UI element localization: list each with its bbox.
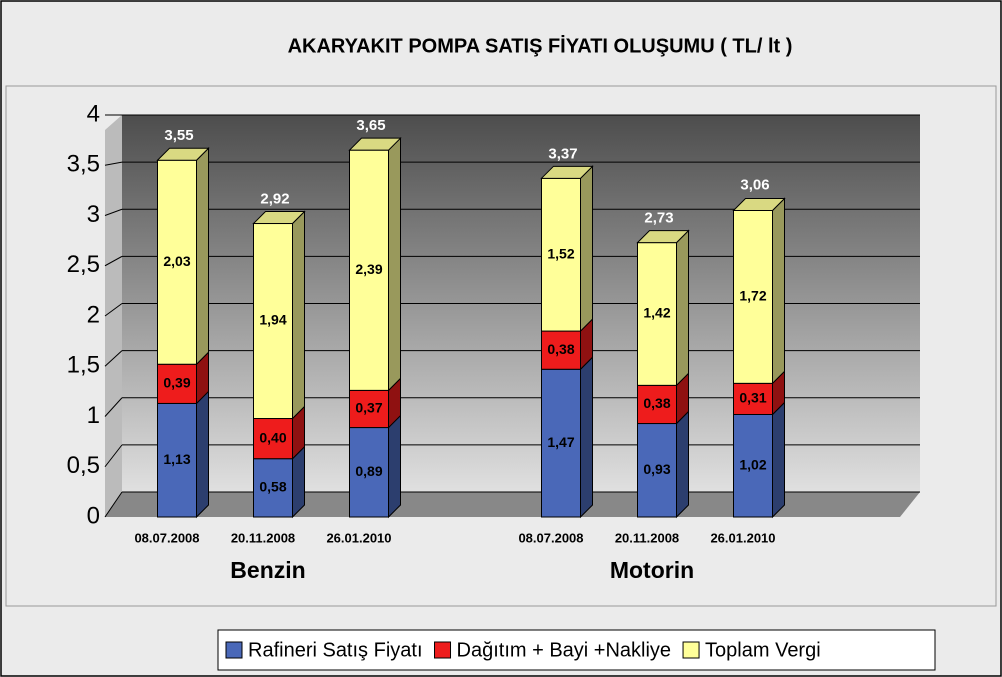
total-label: 3,55 [164, 127, 193, 144]
bar-side [196, 147, 209, 366]
x-tick-label: 20.11.2008 [231, 530, 295, 545]
x-tick-label: 08.07.2008 [518, 530, 583, 545]
legend-label: Toplam Vergi [705, 639, 821, 661]
value-label: 1,42 [643, 305, 670, 321]
group-label: Benzin [230, 557, 305, 583]
y-tick-label: 0,5 [67, 452, 100, 479]
bar-side [388, 414, 401, 519]
bar [349, 389, 389, 429]
grid-line [104, 444, 123, 468]
bar-side [580, 165, 593, 333]
value-label: 1,02 [739, 456, 766, 472]
x-tick-label: 08.07.2008 [134, 530, 199, 545]
bar-side [388, 136, 401, 392]
grid-line [104, 350, 123, 367]
y-tick-label: 4 [87, 100, 100, 127]
value-label: 0,89 [355, 463, 382, 479]
value-label: 0,31 [739, 390, 766, 406]
value-label: 2,03 [163, 253, 190, 269]
grid-line [104, 161, 123, 166]
bar [637, 423, 677, 518]
legend [217, 629, 936, 671]
legend-label: Rafineri Satış Fiyatı [248, 639, 423, 661]
y-tick-label: 2 [87, 301, 100, 328]
grid-line [104, 491, 123, 518]
group-label: Motorin [610, 557, 694, 583]
bar-side [580, 356, 593, 519]
chart-title: AKARYAKIT POMPA SATIŞ FİYATI OLUŞUMU ( T… [288, 34, 793, 57]
bar-top [348, 137, 402, 151]
floor [105, 492, 920, 517]
grid-line [104, 303, 123, 317]
bar [157, 159, 197, 365]
x-tick-label: 20.11.2008 [615, 530, 679, 545]
value-label: 1,72 [739, 288, 766, 304]
x-tick-label: 26.01.2010 [326, 530, 391, 545]
total-label: 3,37 [548, 145, 577, 162]
total-label: 3,65 [356, 117, 385, 134]
y-tick-label: 1,5 [67, 352, 100, 379]
bar [541, 177, 581, 332]
legend-swatch [225, 641, 243, 659]
grid-line [104, 255, 123, 267]
y-tick-label: 0 [87, 502, 100, 529]
bar [253, 418, 293, 460]
bar [157, 363, 197, 404]
bar-side [292, 210, 305, 420]
total-label: 3,06 [740, 176, 769, 193]
bar-side [676, 229, 689, 387]
value-label: 0,39 [163, 375, 190, 391]
y-tick-label: 3 [87, 201, 100, 228]
bar [541, 330, 581, 370]
y-tick-label: 3,5 [67, 151, 100, 178]
bar-top [156, 147, 210, 161]
value-label: 0,93 [643, 461, 670, 477]
value-label: 2,39 [355, 261, 382, 277]
bar [733, 413, 773, 518]
legend-label: Dağıtım + Bayi +Nakliye [457, 639, 672, 661]
bar-side [772, 401, 785, 519]
grid-line [104, 397, 123, 417]
total-label: 2,73 [644, 210, 673, 227]
value-label: 1,47 [547, 434, 574, 450]
y-tick-label: 1 [87, 402, 100, 429]
bar [349, 427, 389, 518]
legend-swatch [682, 641, 700, 659]
value-label: 0,38 [643, 395, 670, 411]
bar-side [676, 410, 689, 519]
total-label: 2,92 [260, 191, 289, 208]
bar [541, 368, 581, 518]
bar-top [732, 197, 786, 211]
bar-top [636, 230, 690, 244]
y-tick-label: 2,5 [67, 251, 100, 278]
value-label: 1,13 [163, 451, 190, 467]
value-label: 1,52 [547, 245, 574, 261]
value-label: 0,37 [355, 400, 382, 416]
bar-top [252, 211, 306, 225]
side-wall [105, 115, 122, 517]
grid-line [104, 208, 123, 216]
bar [349, 149, 389, 391]
value-label: 1,94 [259, 312, 286, 328]
bar-side [196, 390, 209, 519]
bar-side [772, 197, 785, 385]
bar-top [540, 165, 594, 179]
x-tick-label: 26.01.2010 [710, 530, 775, 545]
value-label: 0,40 [259, 429, 286, 445]
bar [253, 223, 293, 420]
value-label: 0,58 [259, 479, 286, 495]
value-label: 0,38 [547, 341, 574, 357]
legend-swatch [434, 641, 452, 659]
bar [637, 242, 677, 386]
